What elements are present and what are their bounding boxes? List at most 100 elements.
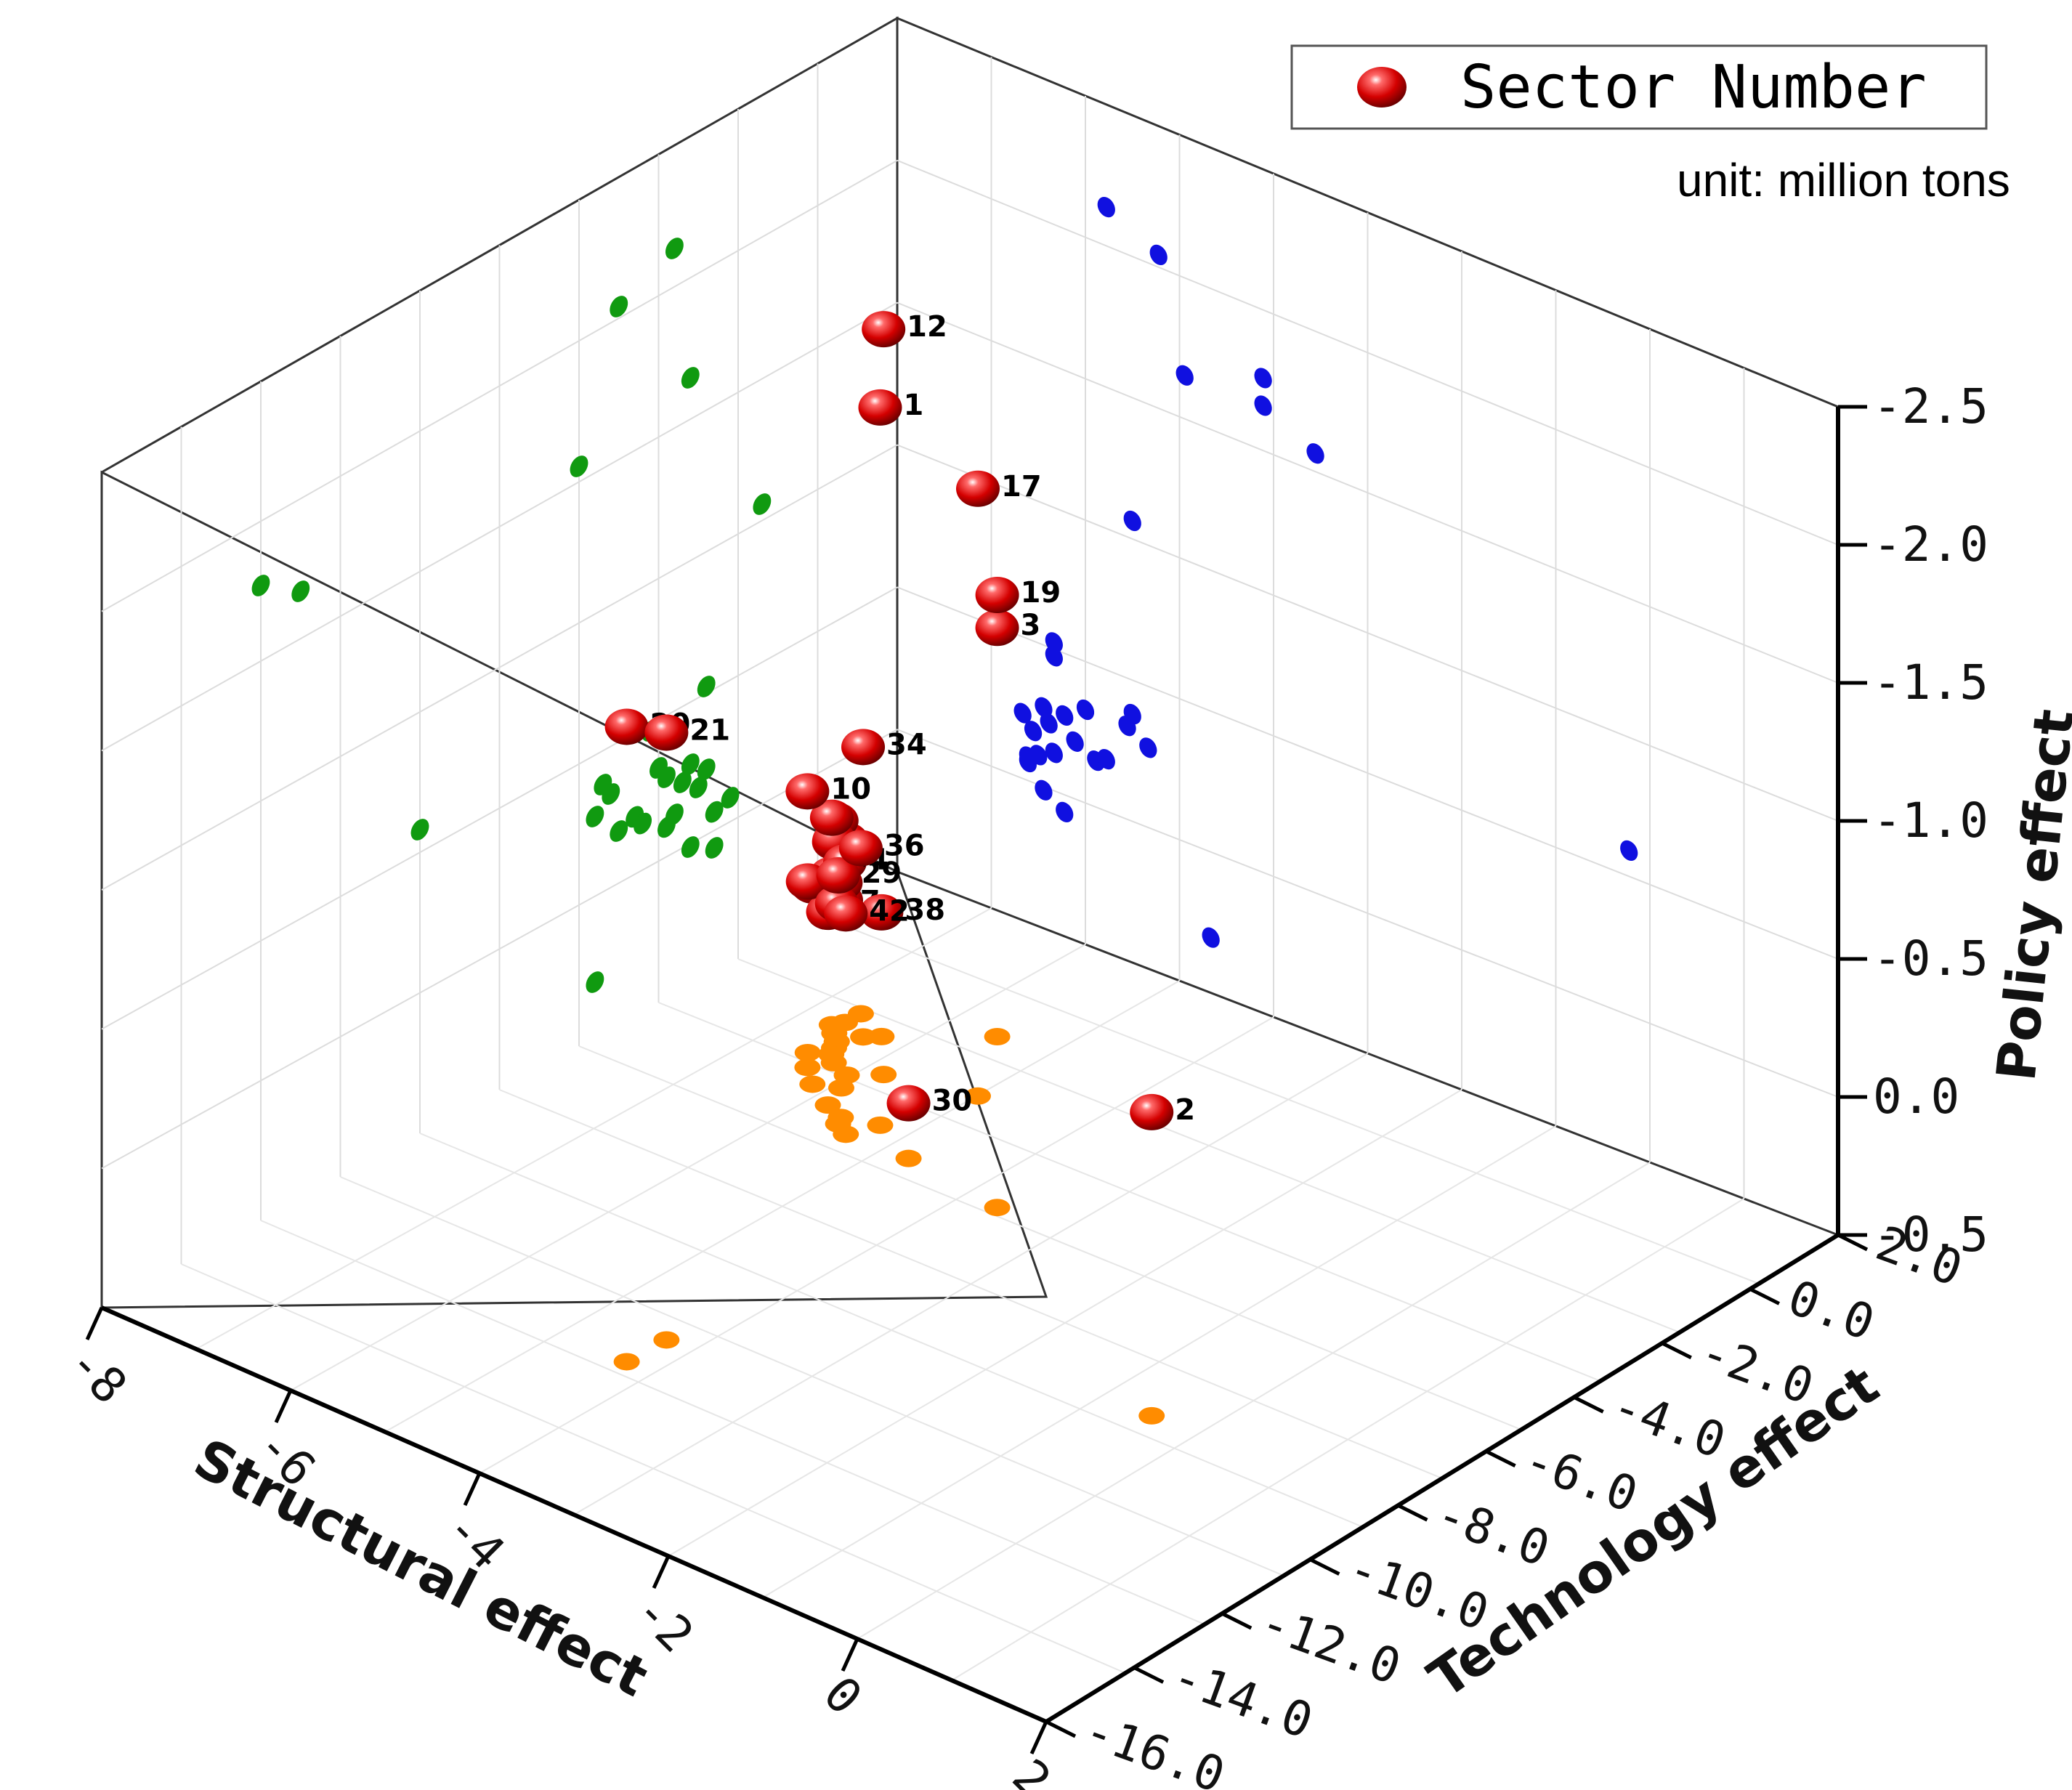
x-tick-label: 0 [813, 1666, 873, 1726]
y-tick-label: -8.0 [1429, 1486, 1557, 1578]
y-tick [1837, 1233, 1869, 1252]
y-tick [1485, 1449, 1516, 1468]
xz-projection-point [681, 753, 700, 775]
yz-projection-point [1118, 716, 1136, 737]
z-tick-label: -2.5 [1873, 378, 1988, 434]
grid-line [340, 1176, 1284, 1576]
grid-line [857, 1162, 1651, 1640]
xy-projection-point [827, 1109, 854, 1127]
data-point [975, 610, 1019, 647]
xy-projection-point [895, 1149, 922, 1167]
grid-line [101, 301, 898, 752]
yz-projection-point [1306, 443, 1324, 464]
xy-projection-point [827, 1079, 854, 1097]
z-tick-label: -1.0 [1873, 793, 1988, 849]
data-point-label: 19 [1021, 576, 1061, 610]
yz-projection-point [1202, 927, 1220, 948]
xz-projection-point [681, 367, 700, 389]
xz-projection-point [610, 820, 628, 842]
xy-projection-point [964, 1087, 991, 1105]
xy-projection-point [653, 1331, 680, 1349]
yz-projection-point [1056, 705, 1074, 726]
xy-projection-point [867, 1116, 894, 1134]
unit-label: unit: million tons [1677, 154, 2010, 206]
grid-line [951, 1198, 1745, 1681]
data-point [785, 773, 830, 810]
xz-projection-point [570, 455, 588, 477]
xz-projection-point [251, 575, 270, 596]
y-tick-label: -12.0 [1253, 1594, 1408, 1696]
xy-projection-point [833, 1125, 859, 1143]
xz-projection-point [657, 766, 676, 788]
xy-projection-point [870, 1066, 897, 1084]
y-tick [1309, 1558, 1340, 1576]
xz-projection-point [610, 296, 628, 317]
grid-line [419, 1133, 1364, 1528]
grid-line [101, 159, 898, 612]
x-tick [85, 1306, 104, 1341]
yz-projection-point [1040, 713, 1058, 734]
yz-projection-point [1076, 699, 1095, 721]
xz-projection-point [697, 758, 716, 780]
xz-projection-point [602, 783, 620, 805]
yz-projection-point [1066, 731, 1084, 752]
x-tick [463, 1472, 482, 1507]
data-point-label: 21 [689, 713, 730, 747]
data-point-label: 2 [1175, 1093, 1195, 1127]
yz-projection-point [1045, 632, 1063, 653]
x-axis-title: Structural effect [185, 1427, 657, 1709]
data-point [841, 729, 886, 766]
x-tick [841, 1637, 859, 1672]
data-point-label: 1 [903, 389, 923, 422]
xy-projection-point [818, 1016, 845, 1034]
yz-projection-point [1056, 801, 1074, 822]
data-point [644, 714, 689, 751]
yz-projection-point [1035, 697, 1053, 718]
xz-projection-point [721, 787, 740, 809]
yz-projection-point [1024, 721, 1043, 742]
y-tick [1221, 1611, 1252, 1630]
yz-projection-point [1045, 742, 1063, 764]
yz-projection-point [1097, 749, 1115, 770]
grid-line [101, 729, 898, 1170]
xy-projection-point [799, 1075, 826, 1093]
xy-projection-point [794, 1058, 821, 1077]
xy-projection-point [613, 1353, 640, 1371]
x-tick [652, 1555, 671, 1589]
legend: Sector Number [1290, 44, 1988, 130]
legend-marker [1357, 67, 1407, 108]
z-tick-label: -0.5 [1873, 1207, 1988, 1263]
y-tick [1573, 1396, 1604, 1414]
grid-line [101, 586, 898, 1030]
legend-label: Sector Number [1460, 53, 1927, 122]
yz-projection-point [1123, 510, 1141, 532]
x-tick-label: 2 [1002, 1749, 1062, 1790]
xy-projection-point [1138, 1406, 1165, 1425]
xz-projection-point [410, 819, 429, 841]
xz-projection-point [697, 676, 716, 697]
grid-line [668, 1089, 1462, 1557]
yz-projection-point [1620, 840, 1638, 861]
data-points: 12347101217192021293034363842 [604, 310, 1195, 1130]
data-point [858, 389, 902, 426]
xy-projection-point [850, 1028, 877, 1046]
xz-projection-point [753, 493, 772, 515]
data-point [1130, 1093, 1174, 1130]
projection-points [251, 197, 1638, 1425]
data-point [859, 894, 904, 931]
data-point [824, 895, 868, 932]
data-point-label: 34 [886, 728, 927, 761]
y-tick [1661, 1341, 1692, 1360]
grid-line [762, 1125, 1557, 1598]
y-axis-line [1045, 1233, 1840, 1724]
xz-projection-point [705, 801, 724, 823]
xz-projection-point [681, 836, 700, 858]
data-point [955, 470, 1000, 507]
z-tick-label: -0.5 [1873, 931, 1988, 987]
x-tick [274, 1389, 293, 1424]
y-tick [1397, 1503, 1428, 1522]
xy-projection-point [868, 1027, 895, 1045]
data-point-label: 42 [869, 894, 910, 928]
yz-projection-point [1254, 395, 1272, 416]
